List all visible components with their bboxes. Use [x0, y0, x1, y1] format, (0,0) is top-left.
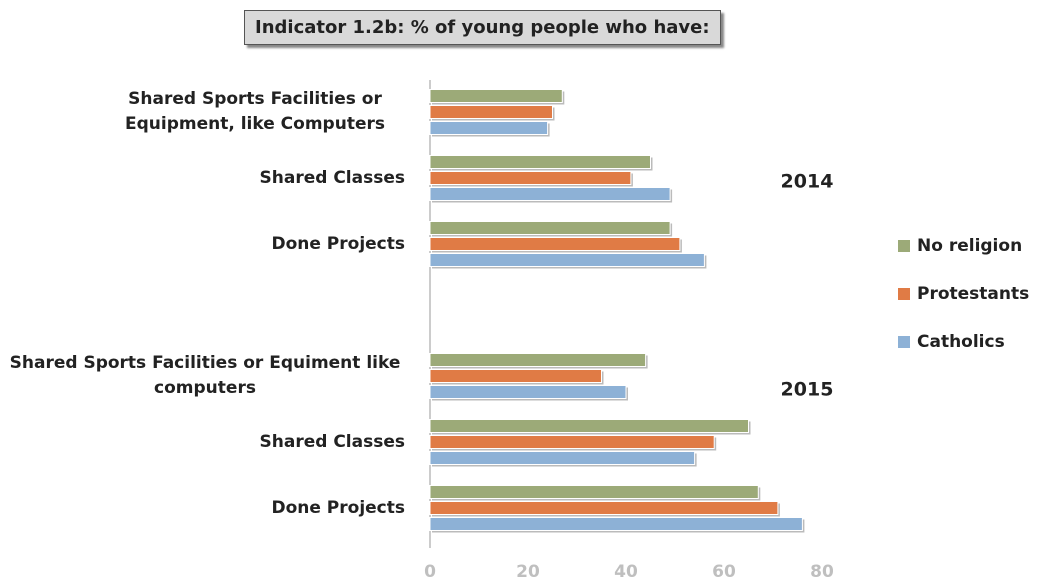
y-tick-label: Done Projects	[271, 475, 405, 541]
x-tick-label: 80	[810, 562, 834, 582]
chart-title: Indicator 1.2b: % of young people who ha…	[244, 10, 721, 45]
bar	[429, 171, 632, 185]
bar	[429, 105, 553, 119]
legend-label: No religion	[917, 236, 1022, 256]
y-tick-text: Shared Classes	[259, 167, 405, 188]
bar	[429, 485, 759, 499]
legend-swatch	[898, 288, 910, 300]
annotation: 2015	[781, 379, 834, 401]
bar	[429, 369, 602, 383]
bar	[429, 451, 696, 465]
legend-swatch	[898, 336, 910, 348]
legend-swatch	[898, 240, 910, 252]
y-tick-label: Shared Classes	[260, 409, 405, 475]
y-tick-text: Shared Sports Facilities or Equipment, l…	[125, 89, 385, 134]
x-tick-label: 0	[424, 562, 436, 582]
y-tick-text: Shared Sports Facilities or Equiment lik…	[9, 353, 401, 398]
bar	[429, 155, 651, 169]
bar	[429, 419, 749, 433]
y-tick-label: Shared Classes	[260, 145, 405, 211]
y-tick-label: Done Projects	[271, 211, 405, 277]
y-tick-text: Done Projects	[271, 497, 405, 518]
y-tick-label: Shared Sports Facilities or Equipment, l…	[105, 79, 405, 145]
legend-label: Catholics	[917, 332, 1005, 352]
x-tick-label: 20	[516, 562, 540, 582]
legend-label: Protestants	[917, 284, 1029, 304]
bar	[429, 237, 681, 251]
x-tick-label: 40	[614, 562, 638, 582]
bar	[429, 435, 715, 449]
bar	[429, 121, 549, 135]
bar	[429, 501, 779, 515]
x-tick-label: 60	[712, 562, 736, 582]
bar	[429, 517, 803, 531]
bar	[429, 187, 671, 201]
bar	[429, 89, 563, 103]
y-tick-label: Shared Sports Facilities or Equiment lik…	[5, 343, 405, 409]
bar	[429, 385, 627, 399]
bar	[429, 253, 705, 267]
y-tick-text: Done Projects	[271, 233, 405, 254]
bar	[429, 221, 671, 235]
annotation: 2014	[781, 171, 834, 193]
bar	[429, 353, 647, 367]
y-tick-text: Shared Classes	[259, 431, 405, 452]
